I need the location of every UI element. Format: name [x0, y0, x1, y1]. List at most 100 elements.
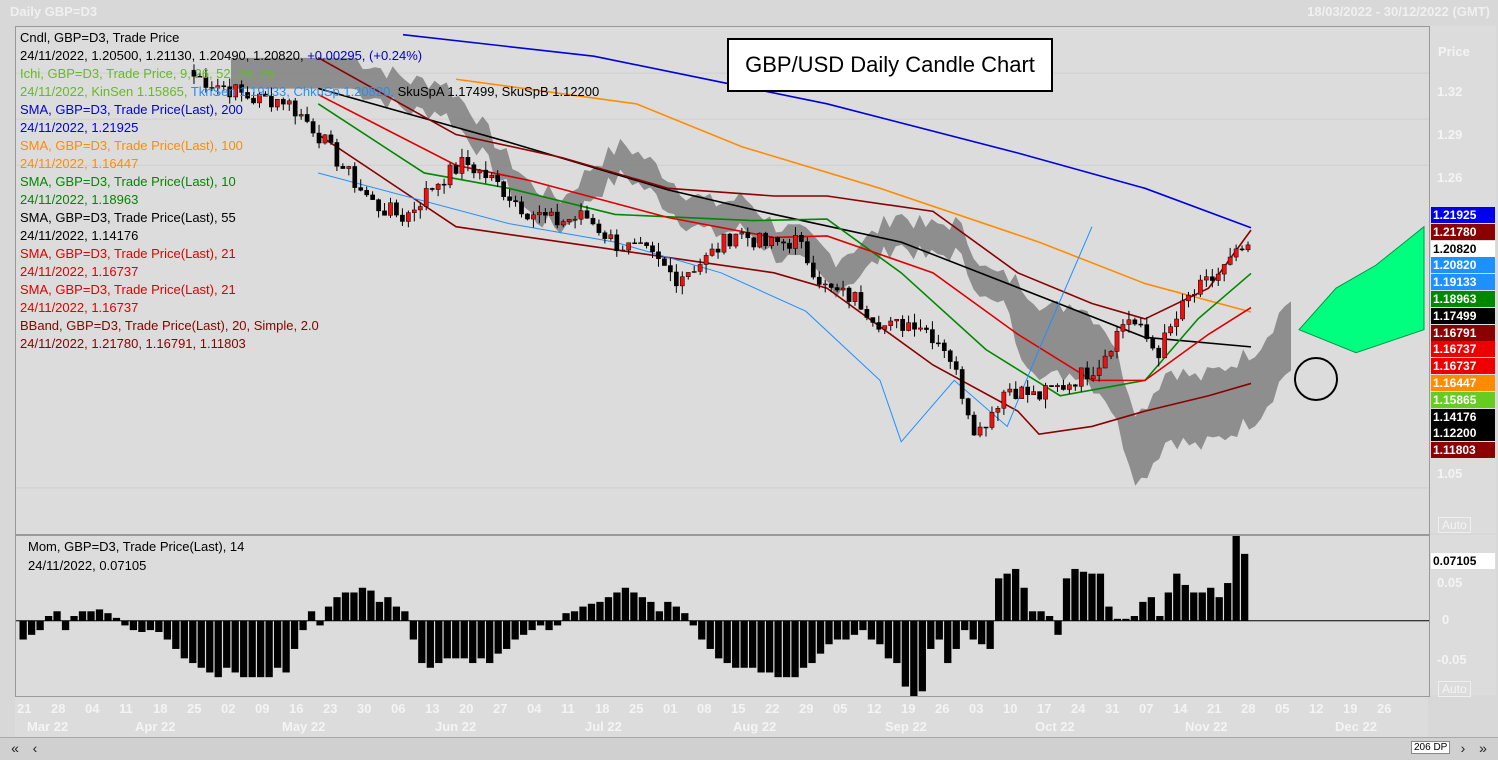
momentum-bar [664, 601, 672, 621]
month-label: Apr 22 [135, 719, 176, 734]
candle [1168, 326, 1173, 334]
price-chart-panel[interactable] [15, 26, 1430, 535]
horizontal-scrollbar[interactable]: « ‹ 206 DP › » [0, 737, 1498, 760]
candle [745, 232, 751, 239]
momentum-bar [553, 620, 562, 626]
momentum-bar [469, 620, 477, 664]
candle [930, 329, 935, 344]
momentum-bar [689, 620, 697, 626]
momentum-bar [435, 620, 443, 664]
auto-scale-button[interactable]: Auto [1438, 681, 1471, 697]
candle [894, 318, 900, 322]
candle [537, 212, 542, 216]
candle [1209, 276, 1215, 281]
scroll-right-icon[interactable]: › [1460, 740, 1466, 756]
scroll-first-icon[interactable]: « [11, 740, 19, 756]
candle [376, 199, 381, 212]
momentum-bar [901, 620, 909, 687]
date-tick: 26 [935, 701, 950, 716]
momentum-axis-tick: 0.05 [1437, 575, 1463, 590]
series-line-sma-21 [317, 93, 1252, 382]
momentum-bar [350, 592, 358, 621]
candle [221, 85, 227, 87]
momentum-panel[interactable] [15, 535, 1430, 697]
momentum-bar [630, 592, 638, 621]
momentum-bar [358, 587, 367, 621]
momentum-bar [214, 620, 222, 678]
candle [1245, 244, 1251, 251]
candle [602, 232, 608, 239]
candle [1072, 384, 1078, 387]
momentum-bar [324, 606, 333, 621]
date-range: 18/03/2022 - 30/12/2022 (GMT) [1307, 4, 1490, 19]
momentum-bar [782, 620, 791, 678]
legend-line: BBand, GBP=D3, Trade Price(Last), 20, Si… [20, 318, 319, 333]
candle [727, 233, 733, 247]
series-line-chikou-span [318, 172, 1093, 443]
candle [209, 87, 215, 89]
momentum-bar [299, 620, 307, 631]
momentum-bar [146, 620, 155, 631]
legend-line: 24/11/2022, 1.20500, 1.21130, 1.20490, 1… [20, 47, 422, 65]
candle [447, 164, 453, 186]
price-tag: 1.20820 [1431, 240, 1495, 257]
date-axis: 21 28 04 11 18 25 02 09 16 23 30 06 13 20 27 04 11 18 25 01… [15, 697, 1428, 737]
momentum-bar [570, 611, 579, 621]
candle [269, 96, 274, 108]
momentum-bar [596, 601, 604, 621]
candle [483, 169, 489, 179]
momentum-chart-svg [16, 536, 1429, 696]
date-tick: 30 [357, 701, 372, 716]
candle [495, 174, 501, 182]
candle [751, 237, 757, 248]
momentum-bar [1011, 568, 1020, 621]
candle [531, 214, 536, 220]
momentum-bar [944, 620, 952, 664]
candle [394, 202, 399, 216]
candle [864, 309, 870, 318]
momentum-bar [587, 603, 596, 621]
price-tag: 1.21925 [1431, 207, 1495, 223]
candle [822, 283, 828, 286]
legend-line: SMA, GBP=D3, Trade Price(Last), 10 [20, 174, 236, 189]
candle [1108, 351, 1114, 357]
candle [554, 211, 560, 226]
auto-scale-button[interactable]: Auto [1438, 517, 1471, 533]
legend-segment: +0.00295, (+0.24%) [307, 48, 423, 63]
price-tag: 1.16791 [1431, 324, 1495, 341]
candle [1227, 256, 1233, 265]
legend-line: 24/11/2022, 1.16737 [20, 300, 139, 315]
candle [411, 209, 417, 213]
momentum-bar [715, 620, 723, 659]
momentum-bar [791, 620, 799, 678]
candle [1049, 385, 1054, 387]
scroll-left-icon[interactable]: ‹ [32, 740, 38, 756]
candle [560, 221, 566, 226]
series-line-bband-upper [317, 57, 1252, 320]
date-tick: 28 [51, 701, 66, 716]
candle [924, 327, 929, 330]
date-tick: 12 [1309, 701, 1324, 716]
series-line-sma-100 [455, 78, 1252, 313]
momentum-bar [333, 597, 341, 621]
price-tag: 1.15865 [1431, 391, 1495, 408]
candle [733, 233, 739, 247]
momentum-bar [1045, 616, 1054, 621]
momentum-bar [477, 620, 485, 659]
candle [364, 190, 370, 196]
momentum-bar [935, 620, 943, 640]
date-tick: 20 [459, 701, 474, 716]
candle [977, 426, 983, 436]
momentum-bar [995, 578, 1003, 621]
momentum-bar [1028, 611, 1037, 621]
candle [292, 100, 298, 117]
chart-title-box: GBP/USD Daily Candle Chart [727, 38, 1053, 92]
legend-line: SMA, GBP=D3, Trade Price(Last), 21 [20, 282, 236, 297]
candle [1090, 375, 1096, 380]
momentum-bar [528, 620, 536, 631]
scroll-last-icon[interactable]: » [1479, 740, 1487, 756]
candle [513, 200, 518, 203]
price-tag: 1.19133 [1431, 274, 1495, 291]
candle [435, 183, 441, 190]
date-tick: 15 [731, 701, 746, 716]
